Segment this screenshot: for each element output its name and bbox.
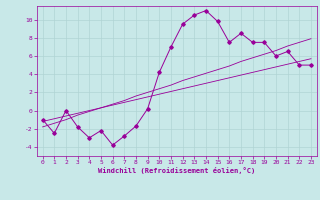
X-axis label: Windchill (Refroidissement éolien,°C): Windchill (Refroidissement éolien,°C) [98, 167, 255, 174]
